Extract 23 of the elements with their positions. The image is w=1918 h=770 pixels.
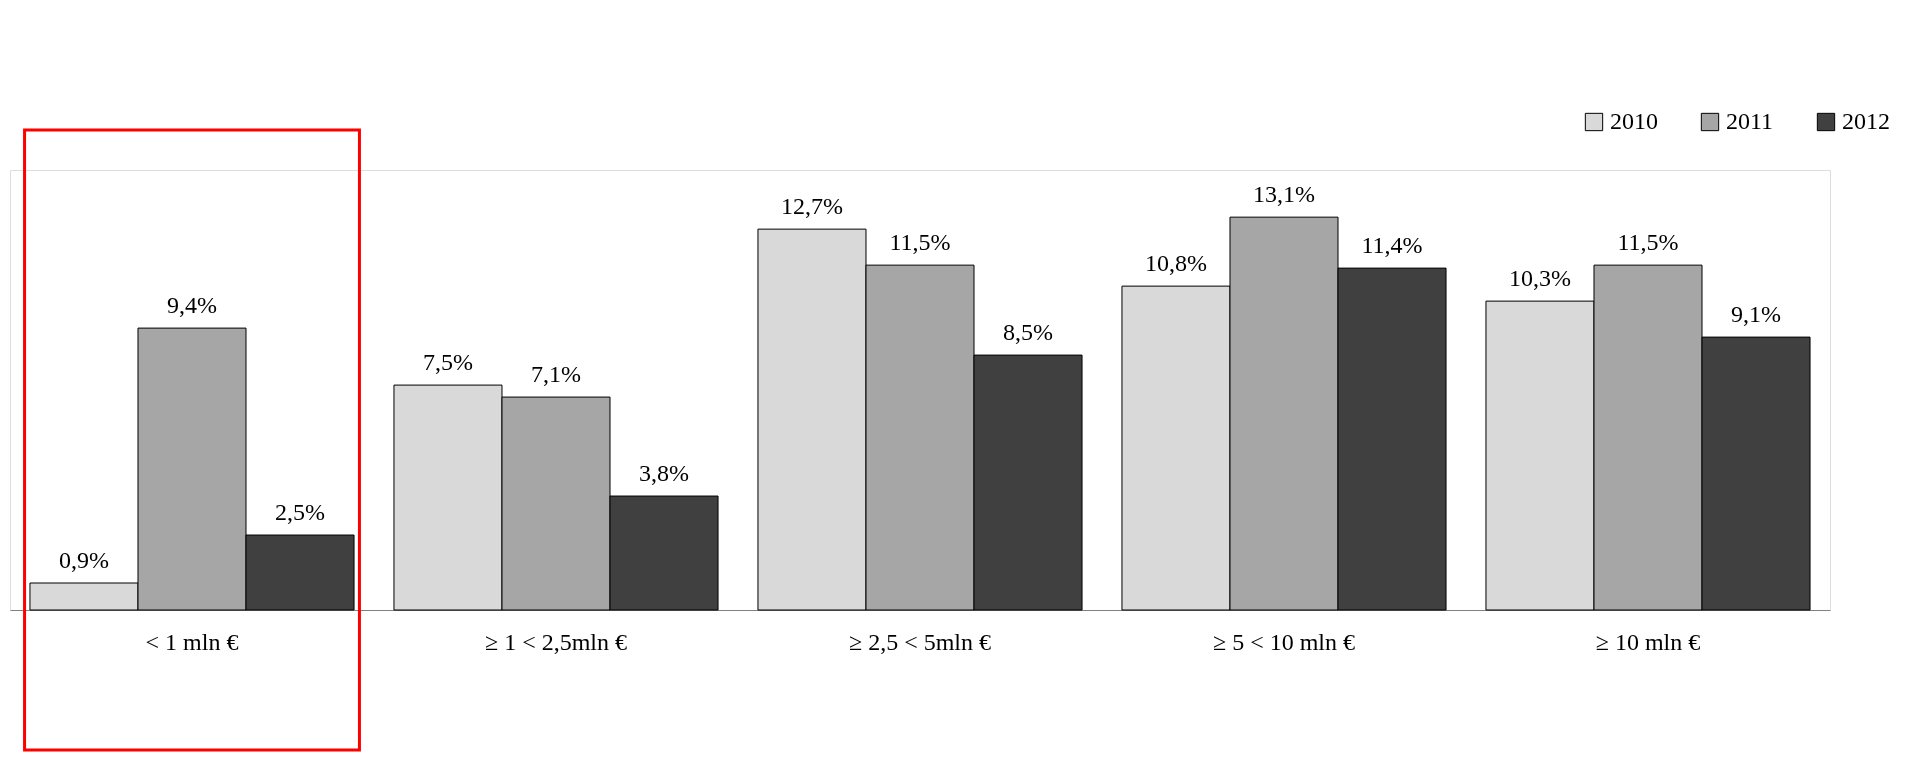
- data-label: 7,5%: [422, 349, 473, 376]
- data-label: 11,5%: [1617, 229, 1679, 256]
- x-tick-label: ≥ 5 < 10 mln €: [1212, 628, 1356, 655]
- x-tick-label: < 1 mln €: [145, 628, 239, 655]
- data-label: 9,4%: [167, 292, 217, 319]
- data-label: 0,9%: [58, 547, 109, 574]
- x-tick-label: ≥ 10 mln €: [1595, 628, 1701, 655]
- data-label: 11,4%: [1361, 232, 1423, 259]
- legend-label: 2012: [1842, 108, 1890, 134]
- data-label: 7,1%: [531, 361, 581, 388]
- data-label: 13,1%: [1253, 181, 1315, 208]
- data-label: 8,5%: [1003, 319, 1054, 346]
- data-label: 9,1%: [1731, 301, 1782, 328]
- data-label: 10,8%: [1144, 250, 1207, 277]
- data-label: 11,5%: [889, 229, 951, 256]
- data-label: 2,5%: [275, 499, 326, 526]
- data-label: 10,3%: [1508, 265, 1571, 292]
- x-tick-label: ≥ 1 < 2,5mln €: [484, 628, 628, 655]
- legend-label: 2011: [1726, 108, 1774, 134]
- legend-label: 2010: [1610, 108, 1658, 134]
- data-label: 3,8%: [639, 460, 690, 487]
- x-tick-label: ≥ 2,5 < 5mln €: [848, 628, 992, 655]
- data-label: 12,7%: [780, 193, 843, 220]
